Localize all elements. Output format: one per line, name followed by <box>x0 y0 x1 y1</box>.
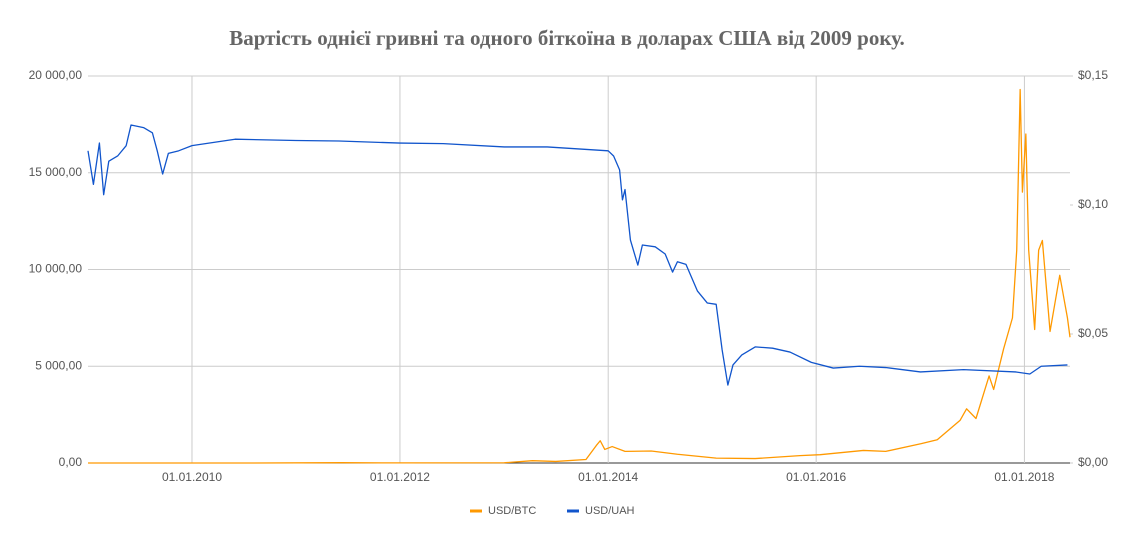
y-tick-label: 15 000,00 <box>29 165 83 179</box>
x-tick-label: 01.01.2012 <box>370 470 430 484</box>
legend-label: USD/UAH <box>585 505 635 517</box>
x-tick-label: 01.01.2018 <box>994 470 1054 484</box>
series-line <box>88 88 1071 464</box>
x-tick-label: 01.01.2010 <box>162 470 222 484</box>
y2-tick-label: $0,00 <box>1078 455 1108 469</box>
chart-title: Вартість однієї гривні та одного біткоїн… <box>229 26 905 50</box>
y2-tick-label: $0,15 <box>1078 68 1108 82</box>
x-tick-label: 01.01.2014 <box>578 470 638 484</box>
y-tick-label: 10 000,00 <box>29 262 83 276</box>
y-tick-label: 5 000,00 <box>35 358 82 372</box>
y-tick-label: 20 000,00 <box>29 68 83 82</box>
legend-label: USD/BTC <box>488 505 536 517</box>
y2-tick-label: $0,10 <box>1078 197 1108 211</box>
y2-tick-label: $0,05 <box>1078 326 1108 340</box>
x-tick-label: 01.01.2016 <box>786 470 846 484</box>
y-tick-label: 0,00 <box>59 455 83 469</box>
series-line <box>87 124 1068 386</box>
